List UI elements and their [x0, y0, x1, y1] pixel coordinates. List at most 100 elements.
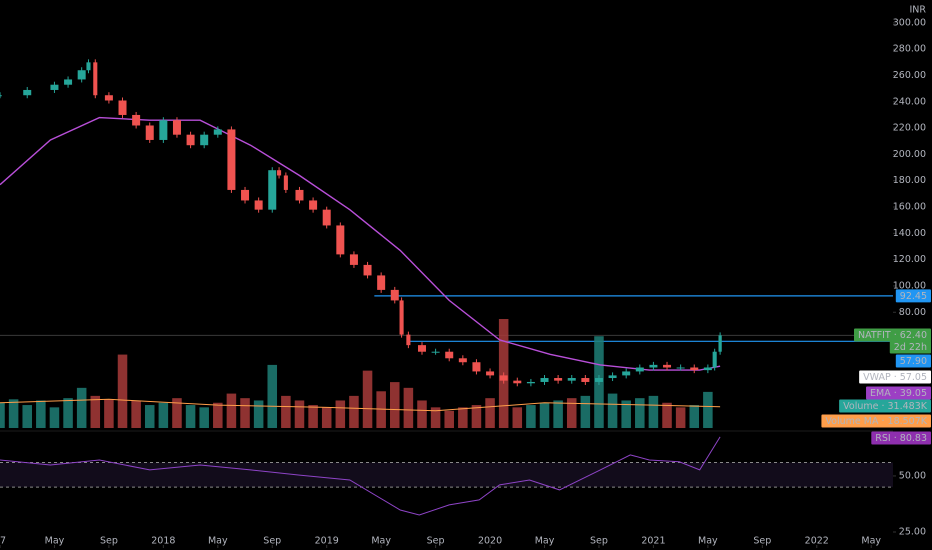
volume-bar: [36, 400, 46, 428]
readout-bg: [889, 340, 931, 354]
volume-ma-line: [0, 398, 721, 412]
y-tick-label: 220.00: [893, 123, 926, 134]
volume-bar: [444, 410, 454, 428]
candle: [277, 170, 282, 176]
candle: [431, 351, 440, 353]
volume-bar: [172, 398, 182, 428]
rsi-band: [0, 462, 893, 488]
candle: [486, 371, 495, 376]
candle: [390, 289, 399, 301]
readout-bg: [859, 370, 931, 384]
x-tick-label: Sep: [590, 536, 608, 547]
candle: [86, 62, 91, 71]
volume-bar: [417, 400, 427, 428]
rsi-tick-label: 50.00: [899, 470, 926, 481]
volume-bar: [8, 399, 19, 428]
volume-bar: [526, 405, 536, 428]
candle: [0, 95, 2, 97]
volume-bar: [308, 405, 318, 428]
volume-bar: [240, 398, 250, 428]
x-tick-label: 17: [0, 536, 6, 547]
candle: [513, 380, 522, 384]
x-tick-label: Sep: [427, 536, 445, 547]
readout: RSI · 80.83: [871, 431, 931, 445]
candle: [227, 129, 236, 190]
readout-text: 2d 22h: [894, 342, 927, 353]
y-tick-label: 200.00: [893, 149, 926, 160]
readout: 2d 22h: [889, 340, 931, 354]
volume-bar: [349, 395, 359, 428]
level-readout-bg: [895, 289, 931, 303]
volume-bar: [117, 354, 128, 428]
candle: [23, 89, 32, 96]
readout: Volume · 31.483K: [839, 399, 931, 413]
volume-bar: [430, 407, 441, 428]
volume-bar: [485, 398, 495, 428]
candle: [718, 335, 722, 352]
volume-bar: [390, 382, 400, 428]
readout-text: RSI · 80.83: [875, 433, 927, 444]
candle: [132, 114, 141, 126]
y-tick-label: 300.00: [893, 17, 926, 28]
volume-bar: [512, 407, 523, 428]
ema-line: [0, 116, 721, 371]
readout-text: VWAP · 57.05: [863, 372, 927, 383]
volume-bar: [22, 405, 32, 428]
y-tick-label: 180.00: [893, 175, 926, 186]
volume-bar: [0, 402, 5, 428]
volume-bar: [90, 395, 101, 428]
volume-bar: [635, 398, 645, 428]
volume-bar: [213, 402, 223, 428]
candle: [336, 225, 345, 255]
volume-bar: [566, 398, 577, 428]
candle: [200, 134, 209, 146]
volume-bar: [362, 370, 373, 428]
candle: [622, 371, 631, 376]
level-readout-text: 92.45: [900, 291, 927, 302]
readout-bg: [854, 328, 931, 342]
candle: [254, 200, 263, 210]
candle: [77, 70, 86, 80]
x-tick-label: Sep: [753, 536, 771, 547]
candle: [581, 378, 590, 382]
volume-bar: [703, 391, 713, 428]
currency-label: INR: [909, 5, 926, 16]
volume-bar: [471, 405, 482, 428]
candle: [676, 367, 685, 369]
volume-bar: [458, 407, 468, 428]
candle: [406, 334, 411, 346]
readout-bg: [839, 399, 931, 413]
candle: [649, 364, 658, 368]
x-tick-label: Sep: [263, 536, 281, 547]
readout: EMA · 39.05: [866, 386, 931, 400]
volume-bar: [49, 407, 60, 428]
candle: [186, 134, 195, 146]
x-tick-label: 2019: [315, 536, 339, 547]
candle: [172, 120, 181, 135]
candle: [104, 95, 113, 101]
y-tick-label: 260.00: [893, 70, 926, 81]
x-tick-label: 2022: [805, 536, 829, 547]
y-tick-label: 120.00: [893, 254, 926, 265]
candle: [283, 175, 288, 190]
candle: [663, 364, 672, 368]
volume-bar: [580, 395, 591, 428]
volume-bar: [403, 387, 414, 428]
volume-bar: [621, 400, 631, 428]
volume-bar: [185, 405, 196, 428]
level-readout: 92.45: [895, 289, 931, 303]
candle: [363, 264, 372, 276]
volume-bar: [689, 405, 700, 428]
candle: [635, 367, 644, 372]
candle: [554, 378, 563, 381]
x-tick-label: May: [535, 536, 555, 547]
volume-bar: [226, 393, 237, 428]
volume-bar: [253, 400, 264, 428]
readout-text: Volume · 31.483K: [843, 401, 928, 412]
candle: [526, 381, 535, 384]
volume-bar: [607, 393, 618, 428]
candle: [322, 209, 331, 226]
readout-bg: [871, 431, 931, 445]
volume-bar: [267, 364, 278, 428]
candle: [458, 358, 467, 363]
